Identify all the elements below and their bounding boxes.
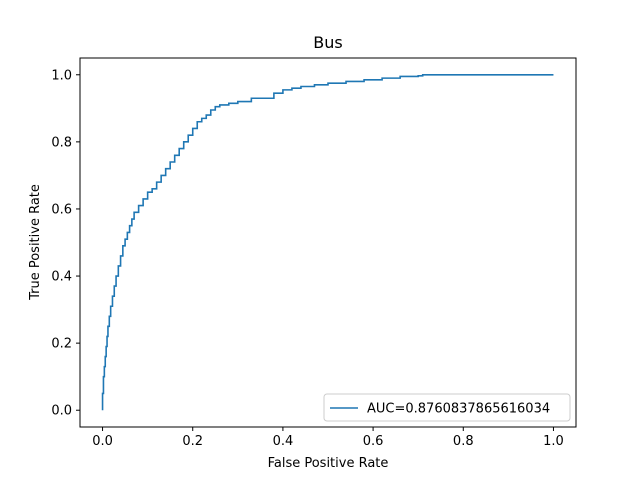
x-tick-label: 0.8 [453,434,474,449]
y-axis-label: True Positive Rate [28,184,43,301]
x-tick-label: 0.4 [273,434,294,449]
axes-frame [79,57,577,428]
legend: AUC=0.8760837865616034 [323,393,571,422]
x-axis-label: False Positive Rate [268,456,389,471]
legend-box [323,393,571,422]
axes: 0.0 0.2 0.4 0.6 0.8 1.0 0.0 0.2 0.4 0.6 0.8 1.0 [51,57,577,449]
x-tick-label: 0.2 [182,434,203,449]
y-tick-label: 0.2 [51,337,72,352]
x-tick-label: 0.6 [363,434,384,449]
y-tick-label: 0.4 [51,270,72,285]
y-tick-label: 0.6 [51,202,72,217]
y-tick-label: 0.0 [51,404,72,419]
x-tick-label: 1.0 [543,434,564,449]
plot-area [101,73,554,411]
legend-entry-label: AUC=0.8760837865616034 [367,402,550,417]
y-tick-label: 0.8 [51,135,72,150]
roc-curve-line-0 [101,73,554,411]
x-tick-label: 0.0 [92,434,113,449]
y-tick-label: 1.0 [51,68,72,83]
chart-title: Bus [313,33,342,52]
